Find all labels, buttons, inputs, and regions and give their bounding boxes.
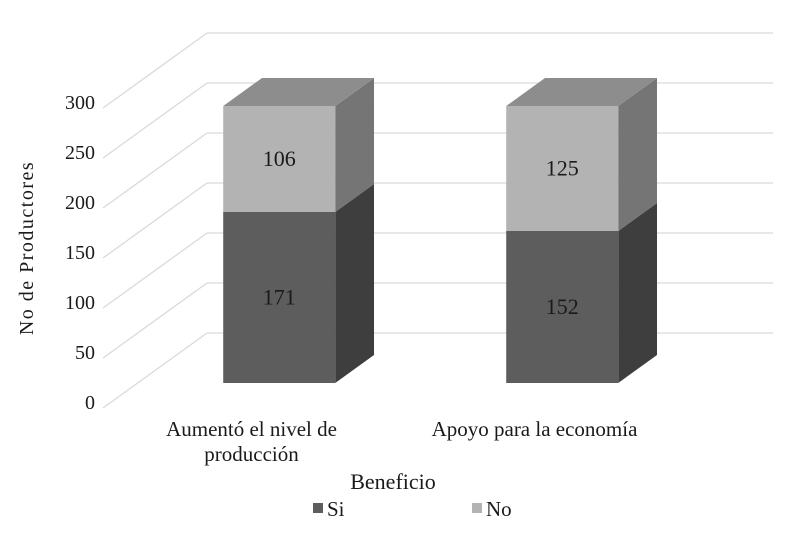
category-label: Aumentó el nivel de	[166, 417, 337, 441]
legend-swatch-si	[313, 503, 323, 513]
legend-swatch-no	[472, 503, 482, 513]
y-gridline-diagonal	[102, 282, 208, 359]
bar-value-label: 106	[263, 146, 296, 171]
category-label: Apoyo para la economía	[432, 417, 639, 441]
y-tick-label: 200	[65, 192, 95, 214]
bar-value-label: 152	[546, 294, 579, 319]
category-label: producción	[204, 442, 299, 466]
bar-side-face-no	[618, 78, 658, 232]
y-gridline-diagonal	[102, 32, 208, 109]
y-tick-label: 50	[75, 342, 95, 364]
bar-side-face-no	[335, 78, 375, 213]
y-tick-label: 300	[65, 92, 95, 114]
bar-front-face-no	[506, 106, 619, 232]
bar-side-face-si	[335, 184, 375, 384]
y-gridline-diagonal	[102, 332, 208, 409]
bar-value-label: 125	[546, 156, 579, 181]
bar-front-face-si	[506, 231, 619, 384]
y-tick-label: 100	[65, 292, 95, 314]
y-gridline-diagonal	[102, 82, 208, 159]
y-gridline-diagonal	[102, 182, 208, 259]
y-gridline-diagonal	[102, 232, 208, 309]
bar-value-label: 171	[263, 285, 296, 310]
bar-front-face-si	[223, 212, 336, 384]
bar-top-face	[506, 78, 658, 107]
y-tick-label: 250	[65, 142, 95, 164]
y-tick-label: 0	[85, 392, 95, 414]
y-axis-title: No de Productores	[16, 161, 38, 335]
legend-label-si: Si	[327, 497, 345, 521]
bar-front-face-no	[223, 106, 336, 213]
bar-side-face-si	[618, 203, 658, 384]
y-tick-label: 150	[65, 242, 95, 264]
bar-top-face	[223, 78, 375, 107]
legend-label-no: No	[486, 497, 512, 521]
x-axis-title: Beneficio	[350, 469, 436, 494]
y-gridline-diagonal	[102, 132, 208, 209]
